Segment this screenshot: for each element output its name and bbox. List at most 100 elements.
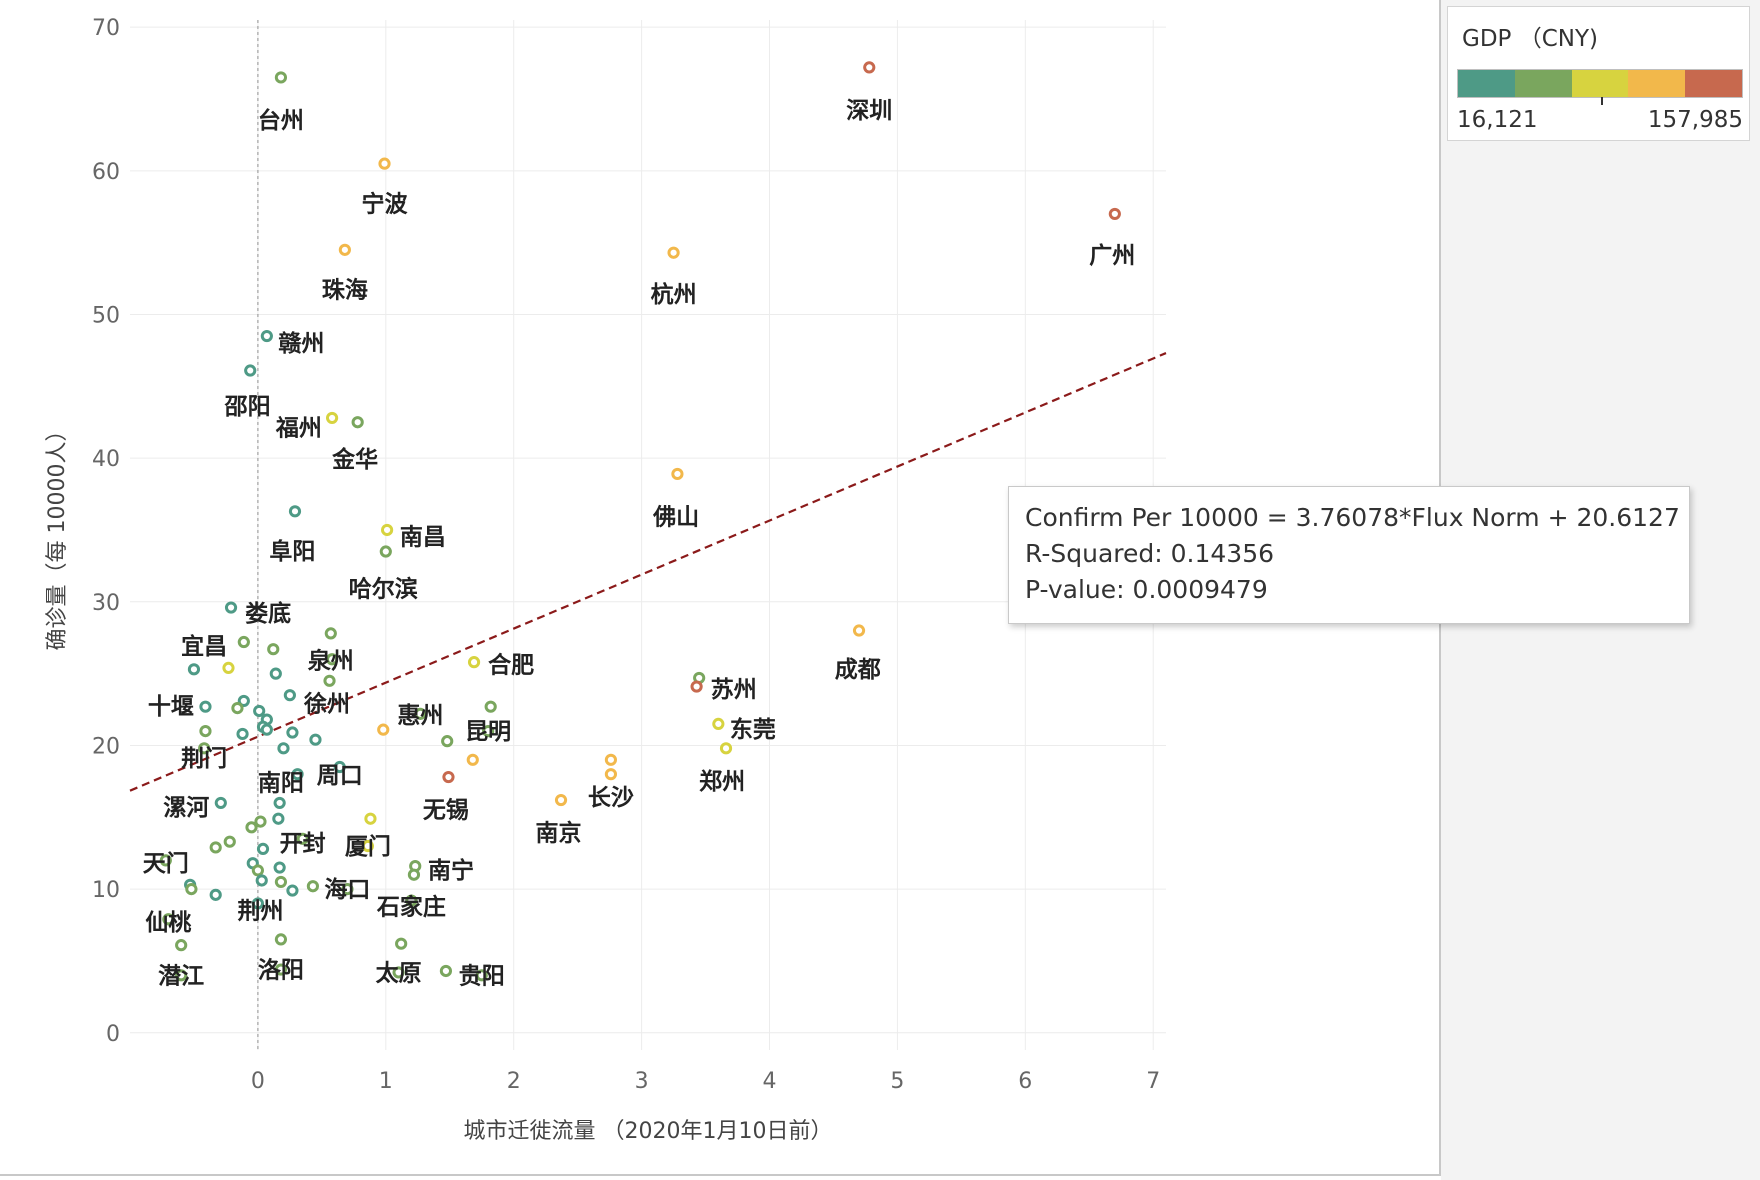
data-point	[274, 875, 288, 889]
data-point	[442, 770, 455, 784]
point-label: 周口	[317, 763, 363, 789]
legend-color-swatch	[1685, 70, 1742, 97]
data-point	[351, 416, 364, 429]
data-point	[288, 505, 302, 518]
data-point	[395, 937, 408, 950]
data-point	[604, 768, 618, 781]
data-point	[273, 796, 286, 810]
data-point	[245, 821, 258, 834]
data-point	[175, 969, 188, 982]
legend-color-swatch	[1628, 70, 1686, 97]
point-label: 泉州	[308, 648, 354, 675]
data-point	[273, 861, 286, 874]
point-label: 合肥	[488, 652, 534, 679]
data-point	[253, 704, 266, 718]
point-label: 长沙	[588, 785, 634, 811]
y-axis-title: 确诊量（每 10000人）	[45, 420, 70, 651]
data-point	[291, 768, 304, 781]
data-point	[224, 601, 238, 614]
point-label: 郑州	[699, 769, 745, 795]
tooltip-r-squared: R-Squared: 0.14356	[1025, 539, 1275, 568]
point-label: 南京	[535, 820, 581, 847]
point-label: 宜昌	[181, 633, 227, 660]
legend-color-swatch	[1458, 70, 1515, 97]
data-point	[267, 643, 280, 656]
point-label: 福州	[275, 416, 322, 442]
point-label: 成都	[835, 657, 881, 683]
y-tick-label: 0	[106, 1022, 120, 1047]
legend-title: GDP （CNY)	[1462, 26, 1599, 52]
tooltip-p-value: P-value: 0.0009479	[1025, 575, 1268, 604]
tooltip-equation: Confirm Per 10000 = 3.76078*Flux Norm + …	[1025, 503, 1680, 532]
data-point	[272, 812, 285, 825]
data-point	[175, 939, 188, 952]
point-label: 海口	[324, 876, 370, 903]
point-label: 荆门	[181, 745, 227, 772]
point-label: 台州	[258, 107, 304, 134]
data-point	[187, 663, 201, 676]
data-point	[199, 724, 212, 738]
data-point	[377, 723, 390, 736]
data-point	[274, 963, 288, 976]
data-point	[338, 243, 351, 256]
trend-line-tooltip: Confirm Per 10000 = 3.76078*Flux Norm + …	[1008, 486, 1690, 624]
data-point	[467, 656, 481, 669]
y-tick-label: 20	[92, 734, 120, 759]
y-tick-label: 50	[92, 303, 120, 328]
y-tick-label: 30	[92, 591, 120, 616]
data-point	[323, 674, 336, 687]
x-tick-label: 5	[890, 1069, 904, 1094]
data-point	[198, 742, 211, 755]
point-label: 娄底	[245, 600, 291, 627]
data-point	[236, 727, 249, 741]
data-point	[667, 246, 680, 259]
point-label: 开封	[280, 831, 326, 857]
point-label: 十堰	[148, 694, 194, 720]
trend-line	[129, 352, 1167, 792]
data-point	[333, 760, 346, 774]
data-point	[309, 733, 322, 746]
point-label: 邵阳	[224, 394, 271, 420]
point-label: 天门	[143, 850, 189, 877]
data-point	[214, 796, 227, 810]
data-point	[159, 854, 172, 867]
y-tick-label: 40	[92, 447, 120, 472]
data-point	[604, 753, 618, 766]
data-point	[441, 735, 454, 748]
point-label: 南昌	[400, 525, 446, 551]
data-point	[162, 913, 175, 926]
legend-color-swatch	[1571, 70, 1629, 97]
point-label: 阜阳	[269, 538, 315, 565]
data-point	[286, 884, 299, 897]
data-point	[466, 753, 479, 766]
data-point	[231, 702, 244, 715]
data-point	[324, 627, 337, 640]
point-label: 赣州	[278, 330, 324, 357]
data-point	[251, 897, 265, 910]
data-point	[325, 411, 339, 425]
data-point	[712, 717, 725, 731]
point-label: 漯河	[163, 795, 209, 821]
data-point	[185, 883, 198, 896]
y-tick-label: 60	[92, 160, 120, 185]
data-point	[325, 653, 339, 666]
x-tick-label: 3	[635, 1069, 649, 1094]
x-tick-label: 7	[1146, 1069, 1160, 1094]
data-point	[209, 888, 222, 901]
point-label: 珠海	[322, 277, 368, 304]
data-point	[223, 835, 236, 848]
point-label: 厦门	[345, 833, 391, 860]
data-point	[237, 635, 250, 649]
data-point	[222, 661, 235, 674]
legend-min-label: 16,121	[1457, 107, 1538, 133]
data-point	[407, 868, 421, 881]
data-point	[392, 966, 405, 979]
x-tick-label: 0	[251, 1069, 265, 1094]
data-point	[405, 894, 418, 907]
data-point	[274, 933, 288, 946]
data-point	[244, 364, 257, 377]
data-point	[296, 832, 309, 845]
data-point	[341, 883, 354, 896]
data-point	[199, 700, 212, 713]
